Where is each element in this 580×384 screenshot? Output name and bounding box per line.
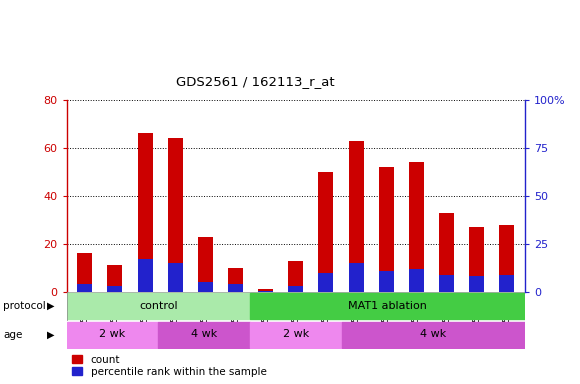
Bar — [158, 322, 250, 348]
Bar — [499, 225, 514, 292]
Bar — [349, 141, 364, 292]
Bar — [379, 271, 394, 292]
Bar — [198, 282, 213, 292]
Bar — [469, 227, 484, 292]
Bar — [107, 286, 122, 292]
Bar — [439, 275, 454, 292]
Bar — [168, 263, 183, 292]
Bar — [349, 263, 364, 292]
Text: 4 wk: 4 wk — [191, 329, 218, 339]
Bar — [409, 162, 424, 292]
Text: MAT1 ablation: MAT1 ablation — [348, 301, 427, 311]
Bar — [318, 273, 333, 292]
Text: 2 wk: 2 wk — [99, 329, 126, 339]
Legend: count, percentile rank within the sample: count, percentile rank within the sample — [72, 355, 267, 377]
Text: ▶: ▶ — [48, 330, 55, 340]
Bar — [228, 268, 243, 292]
Bar — [250, 293, 525, 319]
Bar — [67, 322, 158, 348]
Bar — [318, 172, 333, 292]
Bar — [499, 275, 514, 292]
Bar — [288, 261, 303, 292]
Bar — [258, 291, 273, 292]
Bar — [439, 213, 454, 292]
Text: ▶: ▶ — [48, 301, 55, 311]
Text: protocol: protocol — [3, 301, 46, 311]
Text: GDS2561 / 162113_r_at: GDS2561 / 162113_r_at — [176, 75, 335, 88]
Bar — [258, 290, 273, 292]
Text: 2 wk: 2 wk — [282, 329, 309, 339]
Bar — [77, 253, 92, 292]
Bar — [137, 259, 153, 292]
Bar — [137, 134, 153, 292]
Bar — [288, 286, 303, 292]
Bar — [379, 167, 394, 292]
Bar — [198, 237, 213, 292]
Bar — [168, 138, 183, 292]
Bar — [228, 284, 243, 292]
Bar — [107, 265, 122, 292]
Bar — [67, 293, 250, 319]
Bar — [250, 322, 342, 348]
Bar — [409, 269, 424, 292]
Bar — [77, 284, 92, 292]
Bar — [342, 322, 525, 348]
Text: 4 wk: 4 wk — [420, 329, 447, 339]
Text: age: age — [3, 330, 22, 340]
Text: control: control — [139, 301, 177, 311]
Bar — [469, 276, 484, 292]
